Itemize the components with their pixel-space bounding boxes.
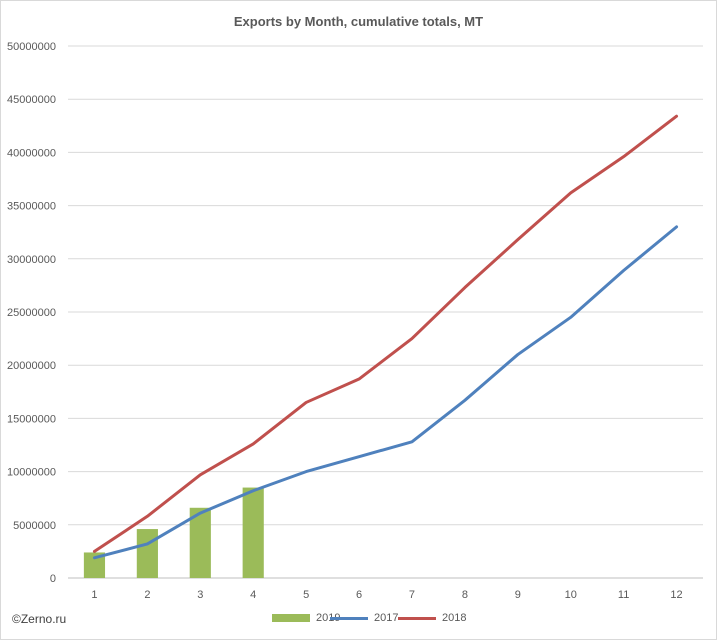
- x-tick-label: 7: [409, 589, 415, 601]
- bar-2019-2: [136, 529, 158, 578]
- x-tick-label: 3: [197, 589, 203, 601]
- chart-title: Exports by Month, cumulative totals, MT: [233, 14, 484, 29]
- y-tick-label: 15000000: [7, 413, 56, 425]
- x-tick-label: 9: [515, 589, 521, 601]
- legend-label-2017: 2017: [374, 612, 399, 624]
- series-line-2017: [92, 225, 679, 560]
- x-tick-label: 11: [618, 589, 629, 601]
- series-line-2018: [92, 114, 679, 553]
- x-tick-label: 8: [462, 589, 468, 601]
- y-tick-label: 30000000: [7, 254, 56, 266]
- x-tick-label: 1: [91, 589, 97, 601]
- y-tick-label: 25000000: [7, 307, 56, 319]
- bar-2019-4: [242, 487, 264, 578]
- x-tick-label: 6: [356, 589, 362, 601]
- legend-label-2019: 2019: [316, 612, 341, 624]
- x-tick-label: 5: [303, 589, 309, 601]
- legend-swatch-2018: [398, 616, 436, 620]
- y-tick-label: 0: [50, 573, 56, 585]
- x-tick-label: 10: [565, 589, 577, 601]
- y-tick-label: 40000000: [7, 147, 56, 159]
- legend-swatch-2019: [272, 614, 310, 622]
- source-credit: ©Zerno.ru: [12, 612, 67, 626]
- legend-item-2018: 2018: [398, 612, 466, 624]
- bar-2019-1: [83, 552, 106, 578]
- x-tick-label: 4: [250, 589, 256, 601]
- y-tick-label: 35000000: [7, 201, 56, 213]
- bar-2019-3: [189, 507, 211, 578]
- legend-item-2017: 2017: [330, 612, 398, 624]
- y-tick-label: 20000000: [7, 360, 56, 372]
- y-tick-label: 5000000: [13, 520, 56, 532]
- legend-label-2018: 2018: [442, 612, 467, 624]
- x-tick-label: 12: [670, 589, 682, 601]
- y-tick-label: 10000000: [7, 467, 56, 479]
- y-tick-label: 45000000: [7, 94, 56, 106]
- x-tick-label: 2: [144, 589, 150, 601]
- legend-item-2019: 2019: [272, 612, 340, 624]
- chart-legend: 2019 2017 2018: [0, 612, 717, 628]
- legend-swatch-2017: [330, 616, 368, 620]
- y-tick-label: 50000000: [7, 41, 56, 53]
